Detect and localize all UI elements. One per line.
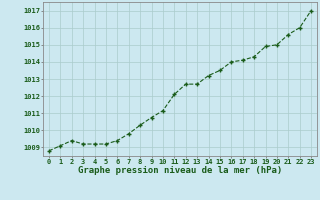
X-axis label: Graphe pression niveau de la mer (hPa): Graphe pression niveau de la mer (hPa) — [78, 166, 282, 175]
